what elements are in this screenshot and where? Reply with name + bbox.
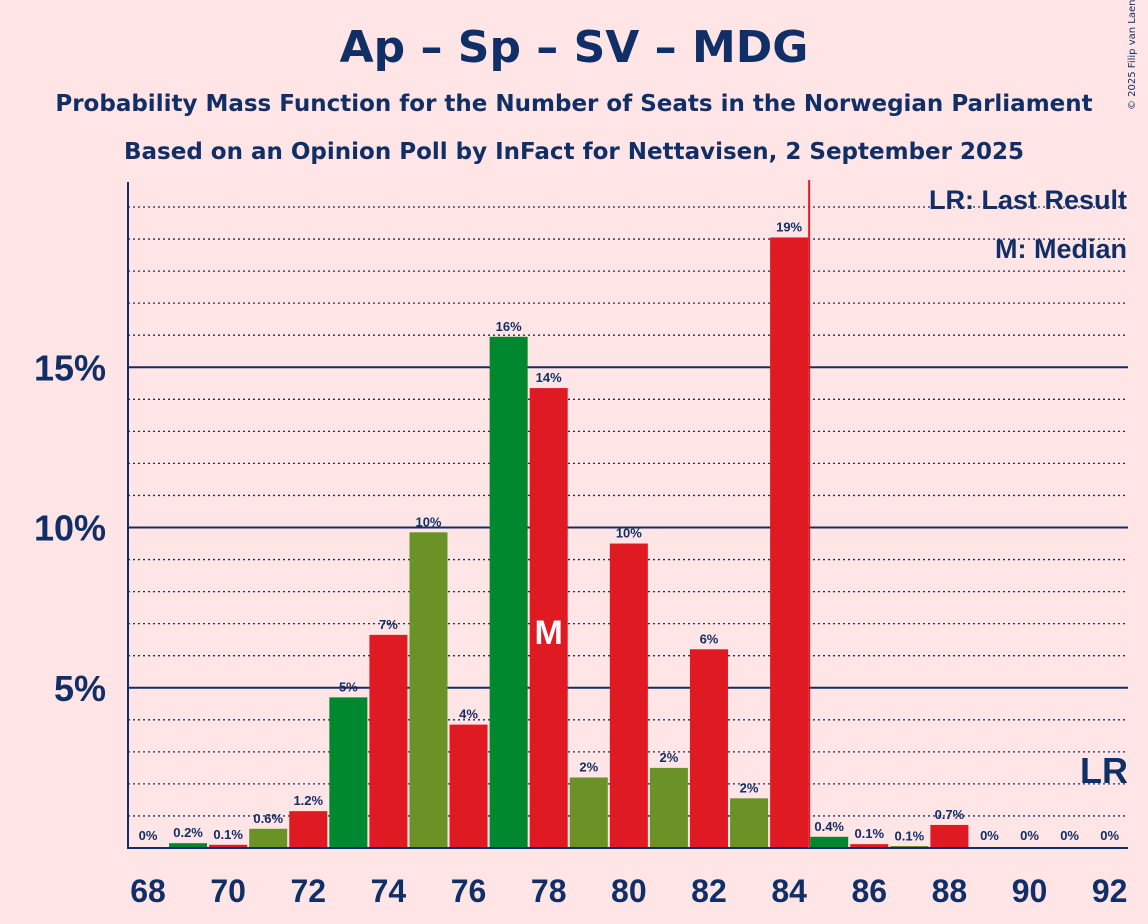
x-tick-label: 74 xyxy=(371,873,407,909)
legend-last-result: LR: Last Result xyxy=(929,185,1127,215)
chart-markers: LR M xyxy=(535,180,1128,848)
bar-70 xyxy=(209,844,248,848)
bar-value-label-83: 2% xyxy=(740,780,759,795)
bar-value-label-81: 2% xyxy=(660,750,679,765)
chart-title: Ap – Sp – SV – MDG xyxy=(339,22,809,73)
bar-value-label-90: 0% xyxy=(1020,828,1039,843)
bar-86 xyxy=(850,844,889,848)
x-tick-label: 88 xyxy=(932,873,968,909)
bar-value-label-75: 10% xyxy=(415,514,441,529)
bar-value-label-71: 0.6% xyxy=(253,811,283,826)
x-tick-label: 84 xyxy=(771,873,807,909)
x-tick-label: 90 xyxy=(1012,873,1048,909)
y-tick-label: 10% xyxy=(34,508,106,549)
x-tick-label: 68 xyxy=(130,873,166,909)
bar-76 xyxy=(449,724,488,848)
bar-83 xyxy=(730,798,769,848)
bar-value-label-78: 14% xyxy=(536,370,562,385)
median-marker: M xyxy=(535,614,563,652)
bar-72 xyxy=(289,811,328,848)
bar-78 xyxy=(529,388,568,848)
x-tick-label: 76 xyxy=(451,873,487,909)
bar-75 xyxy=(409,532,448,848)
bar-value-label-86: 0.1% xyxy=(854,826,884,841)
bar-value-label-72: 1.2% xyxy=(293,793,323,808)
bar-value-label-84: 19% xyxy=(776,219,802,234)
x-tick-label: 92 xyxy=(1092,873,1128,909)
legend-median: M: Median xyxy=(995,234,1127,264)
bar-value-label-68: 0% xyxy=(139,828,158,843)
bar-88 xyxy=(930,824,969,848)
bar-71 xyxy=(249,828,288,848)
bar-value-label-70: 0.1% xyxy=(213,827,243,842)
axes: 5% 10% 15% 68 70 72 74 76 78 80 82 84 86 88 90 92 xyxy=(34,182,1128,909)
bars xyxy=(169,237,969,848)
bar-value-label-92: 0% xyxy=(1100,828,1119,843)
x-tick-label: 70 xyxy=(210,873,246,909)
x-tick-label: 86 xyxy=(851,873,887,909)
bar-82 xyxy=(689,649,728,848)
bar-81 xyxy=(649,767,688,848)
bar-value-label-87: 0.1% xyxy=(895,828,925,843)
bar-84 xyxy=(770,237,809,848)
bar-85 xyxy=(810,836,849,848)
bar-value-label-69: 0.2% xyxy=(173,825,203,840)
chart-source-line: Based on an Opinion Poll by InFact for N… xyxy=(123,139,1024,165)
bar-value-label-82: 6% xyxy=(700,631,719,646)
x-tick-label: 80 xyxy=(611,873,647,909)
x-tick-label: 82 xyxy=(691,873,727,909)
y-tick-label: 15% xyxy=(34,347,106,388)
chart-subtitle: Probability Mass Function for the Number… xyxy=(55,91,1093,117)
bar-value-label-85: 0.4% xyxy=(814,819,844,834)
bar-79 xyxy=(569,777,608,848)
bar-value-label-91: 0% xyxy=(1060,828,1079,843)
bar-value-label-80: 10% xyxy=(616,526,642,541)
bar-77 xyxy=(489,336,528,848)
bar-value-label-89: 0% xyxy=(980,828,999,843)
bar-value-label-73: 5% xyxy=(339,679,358,694)
x-tick-label: 78 xyxy=(531,873,567,909)
bar-value-label-74: 7% xyxy=(379,617,398,632)
y-tick-label: 5% xyxy=(54,668,106,709)
bar-value-labels: 0% 0.2% 0.1% 0.6% 1.2% 5% 7% 10% 4% 16% 14% 2% 10% 2%… xyxy=(139,219,1120,843)
bar-value-label-88: 0.7% xyxy=(935,807,965,822)
bar-74 xyxy=(369,634,408,848)
x-tick-label: 72 xyxy=(290,873,326,909)
bar-value-label-77: 16% xyxy=(496,319,522,334)
bar-69 xyxy=(169,843,208,848)
bar-80 xyxy=(609,543,648,848)
last-result-marker: LR xyxy=(1080,750,1128,791)
bar-value-label-76: 4% xyxy=(459,707,478,722)
bar-value-label-79: 2% xyxy=(579,759,598,774)
bar-73 xyxy=(329,697,368,848)
